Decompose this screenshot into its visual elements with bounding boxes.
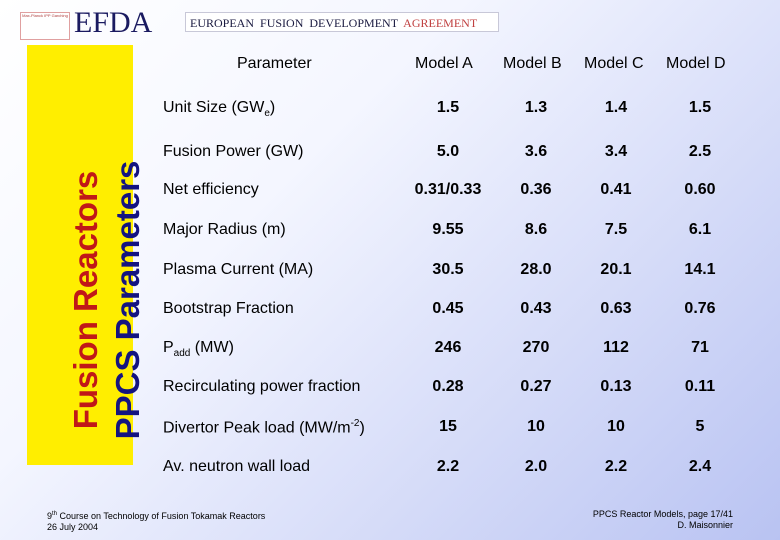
- header-parameter: Parameter: [237, 55, 312, 72]
- row-label-unit-size: Unit Size (GWe): [163, 99, 276, 120]
- cell: 0.11: [684, 378, 716, 395]
- cell: 14.1: [684, 261, 716, 278]
- cell: 10: [527, 418, 545, 435]
- header-model-c: Model C: [584, 55, 644, 72]
- cell: 2.2: [436, 458, 460, 475]
- cell: 7.5: [604, 221, 628, 238]
- cell: 246: [434, 339, 462, 356]
- cell: 5.0: [436, 143, 460, 160]
- cell: 6.1: [688, 221, 712, 238]
- sidebar-title-panel: Fusion Reactors PPCS Parameters: [27, 45, 146, 465]
- row-label-net-efficiency: Net efficiency: [163, 181, 259, 198]
- cell: 15: [439, 418, 457, 435]
- header-model-d: Model D: [666, 55, 726, 72]
- cell: 10: [607, 418, 625, 435]
- row-label-bootstrap-fraction: Bootstrap Fraction: [163, 300, 294, 317]
- cell: 8.6: [524, 221, 548, 238]
- efda-logo: Max-Planck IPP Garching: [20, 12, 70, 40]
- cell: 2.4: [688, 458, 712, 475]
- header-model-a: Model A: [415, 55, 473, 72]
- cell: 0.45: [432, 300, 464, 317]
- title-line-1: Fusion Reactors: [67, 170, 104, 430]
- footer-course-info: 9th Course on Technology of Fusion Tokam…: [47, 511, 266, 532]
- cell: 0.28: [432, 378, 464, 395]
- cell: 2.2: [604, 458, 628, 475]
- cell: 3.6: [524, 143, 548, 160]
- row-label-major-radius: Major Radius (m): [163, 221, 286, 238]
- cell: 30.5: [432, 261, 464, 278]
- row-label-p-add: Padd (MW): [163, 339, 234, 360]
- title-line-2: PPCS Parameters: [109, 160, 146, 440]
- agreement-banner: EUROPEAN FUSION DEVELOPMENT AGREEMENT: [185, 12, 499, 32]
- cell: 0.76: [684, 300, 716, 317]
- cell: 71: [691, 339, 709, 356]
- row-label-plasma-current: Plasma Current (MA): [163, 261, 314, 278]
- cell: 1.3: [524, 99, 548, 116]
- cell: 20.1: [600, 261, 632, 278]
- cell: 9.55: [432, 221, 464, 238]
- cell: 1.4: [604, 99, 628, 116]
- footer-page-info: PPCS Reactor Models, page 17/41 D. Maiso…: [592, 509, 733, 530]
- cell: 3.4: [604, 143, 628, 160]
- cell: 0.31/0.33: [414, 181, 482, 198]
- cell: 0.41: [600, 181, 632, 198]
- cell: 112: [603, 339, 629, 356]
- efda-brand: EFDA: [74, 6, 153, 39]
- cell: 28.0: [520, 261, 552, 278]
- cell: 2.0: [524, 458, 548, 475]
- row-label-divertor-peak-load: Divertor Peak load (MW/m-2): [163, 418, 365, 437]
- row-label-fusion-power: Fusion Power (GW): [163, 143, 304, 160]
- cell: 0.27: [520, 378, 552, 395]
- header-model-b: Model B: [503, 55, 562, 72]
- row-label-neutron-wall-load: Av. neutron wall load: [163, 458, 311, 475]
- cell: 0.63: [600, 300, 632, 317]
- cell: 270: [522, 339, 550, 356]
- slide-title: Fusion Reactors PPCS Parameters: [65, 161, 149, 440]
- cell: 1.5: [688, 99, 712, 116]
- cell: 0.60: [684, 181, 716, 198]
- cell: 0.36: [520, 181, 552, 198]
- cell: 0.13: [600, 378, 632, 395]
- cell: 5: [695, 418, 705, 435]
- row-label-recirculating-power: Recirculating power fraction: [163, 378, 361, 395]
- cell: 2.5: [688, 143, 712, 160]
- cell: 1.5: [436, 99, 460, 116]
- cell: 0.43: [520, 300, 552, 317]
